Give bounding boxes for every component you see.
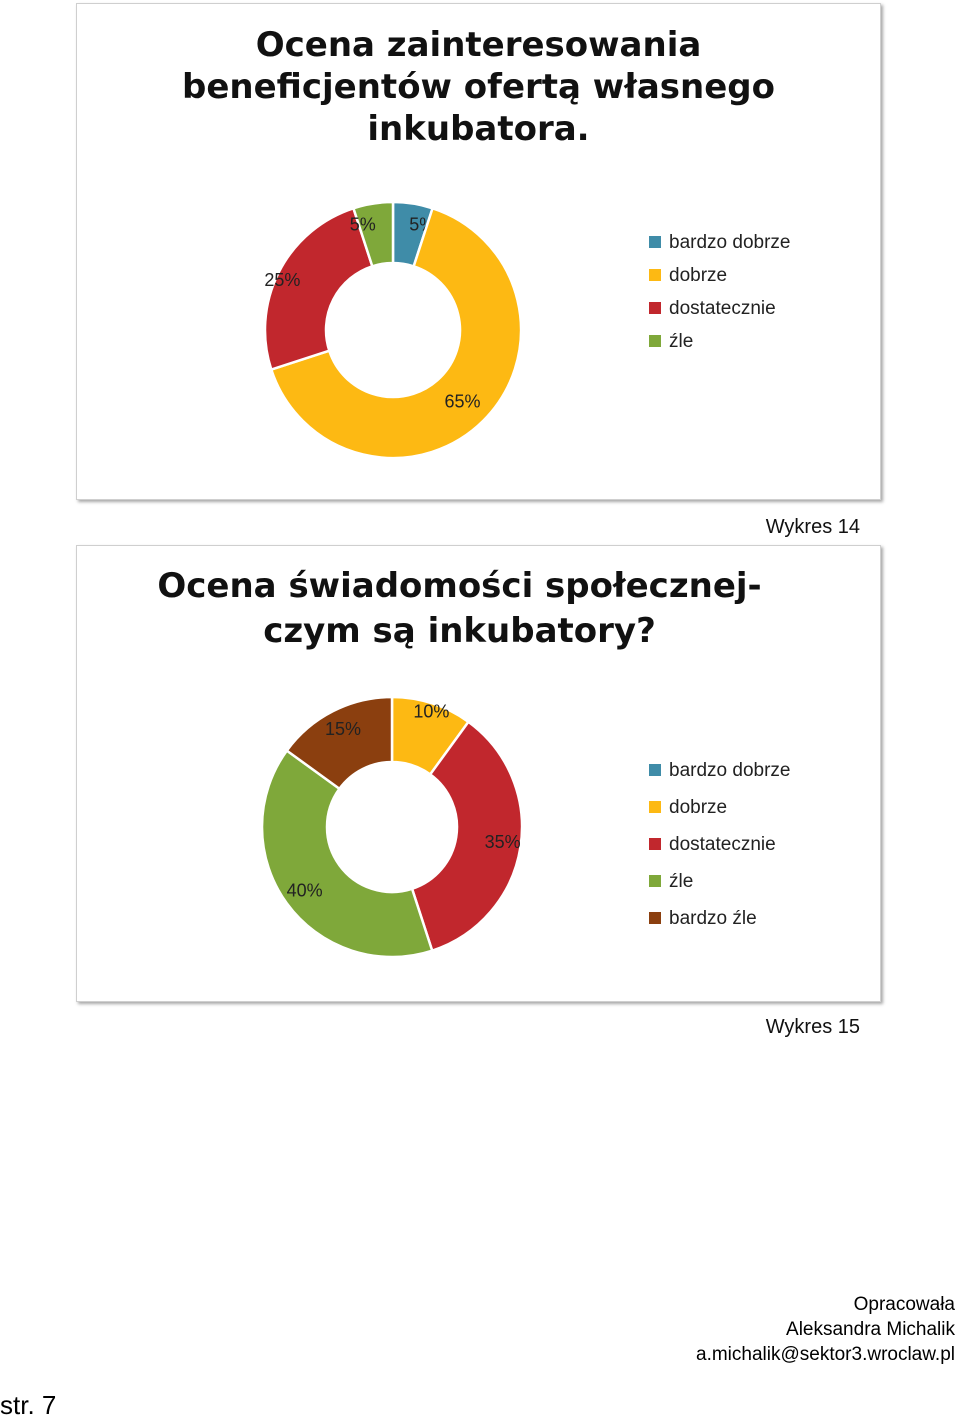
legend-label: dobrze bbox=[669, 797, 727, 818]
legend-label: źle bbox=[669, 331, 693, 352]
chart-slide-2: Ocena świadomości społecznej- czym są in… bbox=[76, 545, 881, 1002]
author-footer: Opracowała Aleksandra Michalik a.michali… bbox=[696, 1292, 955, 1367]
legend-label: dostatecznie bbox=[669, 834, 776, 855]
data-label: 15% bbox=[325, 719, 361, 739]
data-label: 5% bbox=[350, 214, 376, 234]
chart-1-svg: 5%65%25%5%bardzo dobrzedobrzedostateczni… bbox=[263, 200, 790, 460]
legend-swatch bbox=[649, 269, 661, 281]
data-label: 35% bbox=[485, 832, 521, 852]
legend-swatch bbox=[649, 912, 661, 924]
chart-1-caption: Wykres 14 bbox=[765, 516, 860, 538]
footer-author: Aleksandra Michalik bbox=[786, 1319, 955, 1340]
legend-swatch bbox=[649, 875, 661, 887]
chart-1-title-line: inkubatora. bbox=[367, 109, 590, 149]
legend-swatch bbox=[649, 335, 661, 347]
legend-label: dostatecznie bbox=[669, 298, 776, 319]
chart-1-title: Ocena zainteresowania beneficjentów ofer… bbox=[77, 24, 880, 150]
legend-label: źle bbox=[669, 871, 693, 892]
legend-label: bardzo dobrze bbox=[669, 760, 790, 781]
legend-label: bardzo dobrze bbox=[669, 232, 790, 253]
data-label: 25% bbox=[264, 270, 300, 290]
legend-swatch bbox=[649, 801, 661, 813]
page-number: str. 7 bbox=[0, 1390, 57, 1420]
data-label: 10% bbox=[413, 701, 449, 721]
donut-slice-dostatecznie bbox=[410, 720, 524, 953]
chart-2-title: Ocena świadomości społecznej- czym są in… bbox=[77, 564, 842, 654]
legend-swatch bbox=[649, 764, 661, 776]
legend-swatch bbox=[649, 236, 661, 248]
footer-line: Opracowała bbox=[853, 1294, 955, 1315]
donut-slice-dobrze bbox=[269, 206, 523, 460]
donut-slice-dostatecznie bbox=[263, 206, 374, 372]
chart-2-caption: Wykres 15 bbox=[765, 1016, 860, 1038]
chart-slide-1: Ocena zainteresowania beneficjentów ofer… bbox=[76, 3, 881, 500]
legend-label: bardzo źle bbox=[669, 908, 757, 929]
footer-email: a.michalik@sektor3.wroclaw.pl bbox=[696, 1344, 955, 1365]
legend-swatch bbox=[649, 838, 661, 850]
chart-1-title-line: Ocena zainteresowania bbox=[255, 25, 702, 65]
legend-swatch bbox=[649, 302, 661, 314]
chart-2-svg: 10% 35% 40% 15% bardzo dobrze dobrze dostatecz… bbox=[260, 695, 790, 959]
chart-2-title-line: czym są inkubatory? bbox=[263, 611, 656, 651]
donut-slice-bardzo-źle bbox=[285, 695, 394, 791]
chart-1-title-line: beneficjentów ofertą własnego bbox=[182, 67, 775, 107]
data-label: 40% bbox=[287, 880, 323, 900]
legend-label: dobrze bbox=[669, 265, 727, 286]
chart-2-title-line: Ocena świadomości społecznej- bbox=[157, 566, 762, 606]
data-label: 65% bbox=[445, 392, 481, 412]
donut-slice-źle bbox=[260, 748, 434, 959]
donut-slice-źle bbox=[351, 200, 395, 268]
